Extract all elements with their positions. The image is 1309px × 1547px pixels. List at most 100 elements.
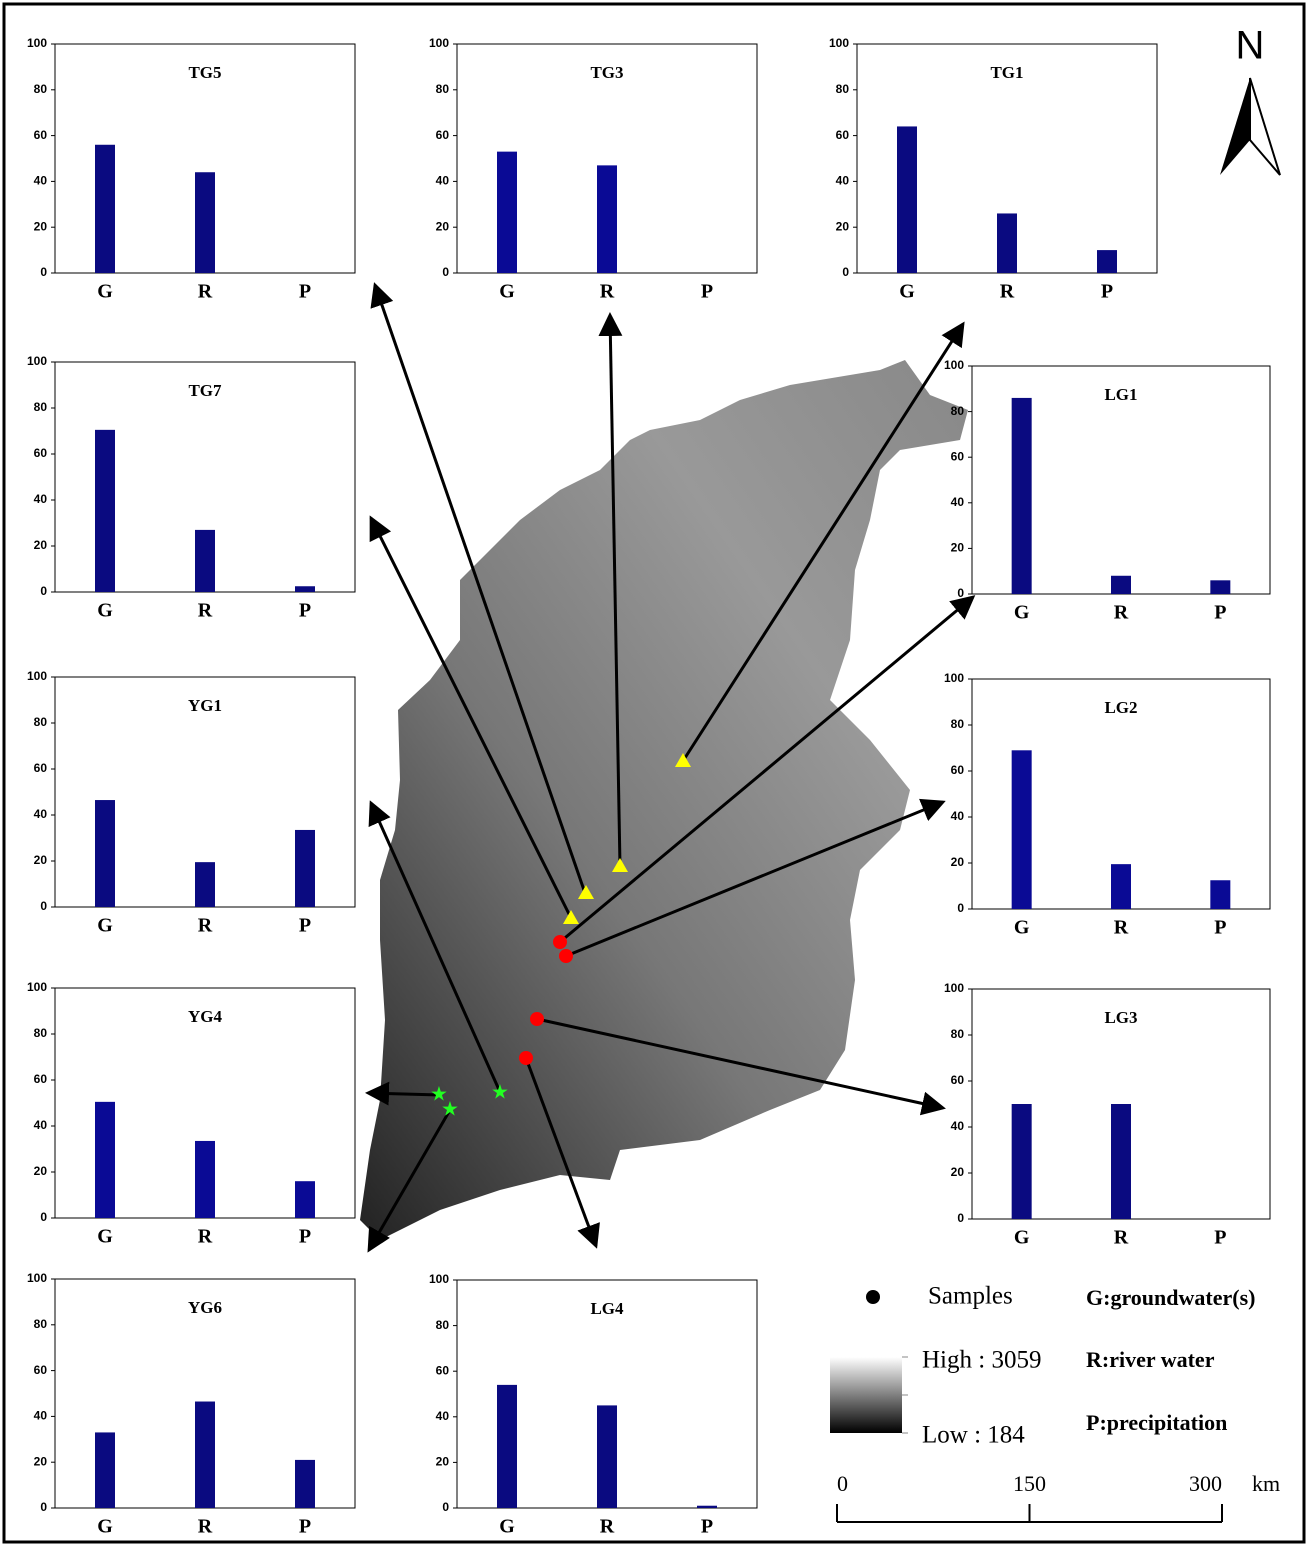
scale-label: 300 bbox=[1189, 1471, 1222, 1496]
y-tick-label: 60 bbox=[436, 128, 450, 142]
y-tick-label: 0 bbox=[40, 1210, 47, 1224]
y-tick-label: 40 bbox=[836, 174, 850, 188]
chart-title: LG1 bbox=[1104, 385, 1137, 404]
north-label: N bbox=[1236, 24, 1265, 68]
note: G:groundwater(s) bbox=[1086, 1285, 1255, 1310]
bar bbox=[1210, 580, 1230, 594]
chart-title: TG7 bbox=[188, 381, 222, 400]
bar bbox=[195, 862, 215, 907]
x-tick-label: G bbox=[1014, 1227, 1030, 1249]
y-tick-label: 40 bbox=[436, 174, 450, 188]
x-tick-label: G bbox=[97, 915, 113, 937]
svg-text:★: ★ bbox=[491, 1082, 509, 1104]
y-tick-label: 40 bbox=[951, 1119, 965, 1133]
y-tick-label: 80 bbox=[34, 82, 48, 96]
x-tick-label: G bbox=[499, 1516, 515, 1538]
y-tick-label: 40 bbox=[34, 1409, 48, 1423]
y-tick-label: 0 bbox=[40, 584, 47, 598]
chart-title: LG2 bbox=[1104, 698, 1137, 717]
bar bbox=[95, 800, 115, 907]
y-tick-label: 0 bbox=[40, 265, 47, 279]
y-tick-label: 100 bbox=[27, 980, 47, 994]
legend-high: High : 3059 bbox=[922, 1347, 1041, 1374]
chart-title: YG1 bbox=[188, 696, 222, 715]
x-tick-label: P bbox=[299, 1516, 311, 1538]
x-tick-label: P bbox=[1214, 602, 1226, 624]
x-tick-label: R bbox=[1114, 1227, 1129, 1249]
y-tick-label: 100 bbox=[27, 354, 47, 368]
y-tick-label: 40 bbox=[34, 807, 48, 821]
y-tick-label: 20 bbox=[436, 219, 450, 233]
y-tick-label: 40 bbox=[34, 174, 48, 188]
bar bbox=[295, 586, 315, 592]
bar bbox=[295, 1181, 315, 1218]
y-tick-label: 60 bbox=[34, 446, 48, 460]
legend-dot bbox=[866, 1290, 880, 1304]
bar bbox=[295, 1460, 315, 1508]
y-tick-label: 40 bbox=[34, 1118, 48, 1132]
y-tick-label: 80 bbox=[951, 404, 965, 418]
y-tick-label: 20 bbox=[34, 1454, 48, 1468]
chart-title: YG6 bbox=[188, 1298, 222, 1317]
y-tick-label: 40 bbox=[951, 495, 965, 509]
y-tick-label: 80 bbox=[436, 82, 450, 96]
x-tick-label: G bbox=[97, 281, 113, 303]
bar bbox=[1111, 864, 1131, 909]
y-tick-label: 60 bbox=[34, 1363, 48, 1377]
y-tick-label: 20 bbox=[951, 1165, 965, 1179]
y-tick-label: 60 bbox=[436, 1363, 450, 1377]
x-tick-label: P bbox=[701, 281, 713, 303]
x-tick-label: R bbox=[1114, 917, 1129, 939]
y-tick-label: 100 bbox=[944, 358, 964, 372]
y-tick-label: 80 bbox=[34, 400, 48, 414]
bar bbox=[1012, 398, 1032, 594]
y-tick-label: 60 bbox=[34, 761, 48, 775]
x-tick-label: G bbox=[97, 1516, 113, 1538]
y-tick-label: 80 bbox=[34, 1317, 48, 1331]
chart-title: LG4 bbox=[590, 1299, 624, 1318]
legend-low: Low : 184 bbox=[922, 1422, 1025, 1449]
y-tick-label: 60 bbox=[951, 763, 965, 777]
y-tick-label: 0 bbox=[957, 586, 964, 600]
y-tick-label: 80 bbox=[34, 1026, 48, 1040]
x-tick-label: R bbox=[198, 600, 213, 622]
figure: ★ ★ ★ N Samples High : 3059 Low : 184 G:… bbox=[0, 0, 1309, 1547]
y-tick-label: 60 bbox=[951, 1073, 965, 1087]
bar bbox=[95, 145, 115, 273]
y-tick-label: 80 bbox=[836, 82, 850, 96]
y-tick-label: 20 bbox=[34, 853, 48, 867]
y-tick-label: 100 bbox=[829, 36, 849, 50]
y-tick-label: 0 bbox=[40, 899, 47, 913]
scale-label: 150 bbox=[1013, 1471, 1046, 1496]
bar bbox=[997, 213, 1017, 273]
y-tick-label: 80 bbox=[436, 1318, 450, 1332]
x-tick-label: R bbox=[198, 281, 213, 303]
x-tick-label: R bbox=[198, 1516, 213, 1538]
y-tick-label: 80 bbox=[951, 1027, 965, 1041]
x-tick-label: R bbox=[198, 1226, 213, 1248]
x-tick-label: G bbox=[1014, 602, 1030, 624]
bar bbox=[697, 1506, 717, 1508]
y-tick-label: 60 bbox=[34, 1072, 48, 1086]
bar bbox=[195, 530, 215, 592]
y-tick-label: 100 bbox=[429, 36, 449, 50]
y-tick-label: 20 bbox=[951, 855, 965, 869]
y-tick-label: 100 bbox=[27, 1271, 47, 1285]
y-tick-label: 0 bbox=[957, 901, 964, 915]
y-tick-label: 100 bbox=[27, 36, 47, 50]
note: R:river water bbox=[1086, 1347, 1215, 1372]
x-tick-label: P bbox=[1214, 1227, 1226, 1249]
x-tick-label: P bbox=[701, 1516, 713, 1538]
x-tick-label: P bbox=[299, 600, 311, 622]
x-tick-label: G bbox=[97, 600, 113, 622]
y-tick-label: 60 bbox=[836, 128, 850, 142]
scale-unit: km bbox=[1252, 1471, 1280, 1496]
bar bbox=[95, 1102, 115, 1218]
y-tick-label: 60 bbox=[951, 449, 965, 463]
bar bbox=[1111, 1104, 1131, 1219]
bar bbox=[95, 430, 115, 592]
x-tick-label: G bbox=[499, 281, 515, 303]
chart-title: TG3 bbox=[590, 63, 623, 82]
bar bbox=[597, 165, 617, 273]
y-tick-label: 80 bbox=[34, 715, 48, 729]
